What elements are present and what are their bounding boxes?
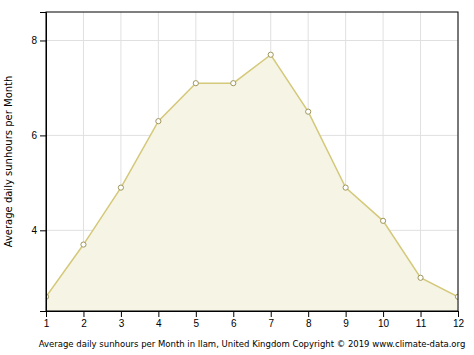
x-tick: 11 bbox=[416, 311, 427, 329]
y-axis: 4 6 8 bbox=[31, 13, 46, 312]
y-axis-title: Average daily sunhours per Month bbox=[3, 76, 14, 248]
x-tick-mark bbox=[421, 311, 422, 317]
y-tick: 4 bbox=[31, 225, 46, 236]
x-axis: 123456789101112 bbox=[44, 311, 465, 329]
x-tick-label: 11 bbox=[416, 318, 427, 329]
y-tick: 6 bbox=[31, 130, 46, 141]
y-tick-mark bbox=[40, 40, 46, 41]
x-tick-mark bbox=[196, 311, 197, 317]
x-tick-mark bbox=[383, 311, 384, 317]
y-tick-label: 8 bbox=[31, 35, 37, 46]
x-tick: 3 bbox=[119, 311, 125, 329]
x-tick: 5 bbox=[194, 311, 200, 329]
point bbox=[193, 81, 198, 86]
x-tick-label: 2 bbox=[81, 318, 87, 329]
x-axis-line bbox=[47, 312, 459, 318]
x-tick-mark bbox=[233, 311, 234, 317]
x-tick-mark bbox=[346, 311, 347, 317]
x-tick-label: 10 bbox=[378, 318, 390, 329]
x-tick: 6 bbox=[231, 311, 237, 329]
x-tick-label: 6 bbox=[231, 318, 237, 329]
grid-line-x bbox=[420, 12, 421, 311]
x-tick-mark bbox=[458, 311, 459, 317]
y-tick-label: 6 bbox=[31, 130, 37, 141]
x-tick-label: 7 bbox=[268, 318, 274, 329]
x-tick-mark bbox=[121, 311, 122, 317]
x-tick-label: 3 bbox=[119, 318, 125, 329]
line bbox=[46, 55, 458, 297]
x-tick: 1 bbox=[44, 311, 50, 329]
x-axis-title: Average daily sunhours per Month in Ilam… bbox=[39, 339, 466, 349]
point bbox=[118, 185, 123, 190]
x-tick: 9 bbox=[343, 311, 349, 329]
x-tick: 7 bbox=[268, 311, 274, 329]
x-tick: 12 bbox=[453, 311, 465, 329]
x-tick-label: 1 bbox=[44, 318, 50, 329]
point bbox=[156, 119, 161, 124]
x-tick: 2 bbox=[81, 311, 87, 329]
y-tick-label: 4 bbox=[31, 225, 37, 236]
point bbox=[268, 52, 273, 57]
x-tick-label: 12 bbox=[453, 318, 465, 329]
x-tick-mark bbox=[83, 311, 84, 317]
x-tick: 4 bbox=[156, 311, 162, 329]
x-tick-mark bbox=[271, 311, 272, 317]
x-tick-label: 4 bbox=[156, 318, 162, 329]
x-tick-mark bbox=[308, 311, 309, 317]
x-tick-mark bbox=[158, 311, 159, 317]
point bbox=[343, 185, 348, 190]
x-tick-label: 9 bbox=[343, 318, 349, 329]
x-tick-label: 8 bbox=[306, 318, 312, 329]
x-tick: 8 bbox=[306, 311, 312, 329]
x-tick: 10 bbox=[378, 311, 390, 329]
point bbox=[418, 275, 423, 280]
chart: 123456789101112468Average daily sunhours… bbox=[0, 0, 474, 355]
area bbox=[46, 55, 458, 311]
point bbox=[231, 81, 236, 86]
grid bbox=[46, 12, 458, 311]
y-tick: 8 bbox=[31, 35, 46, 46]
marks bbox=[46, 52, 458, 311]
point bbox=[380, 218, 385, 223]
plot-frame bbox=[46, 12, 458, 311]
plot: 123456789101112468 bbox=[31, 12, 464, 329]
x-tick-label: 5 bbox=[194, 318, 200, 329]
grid-line-y bbox=[46, 40, 458, 41]
y-tick-mark bbox=[40, 135, 46, 136]
point bbox=[81, 242, 86, 247]
point bbox=[306, 109, 311, 114]
y-tick-mark bbox=[40, 230, 46, 231]
